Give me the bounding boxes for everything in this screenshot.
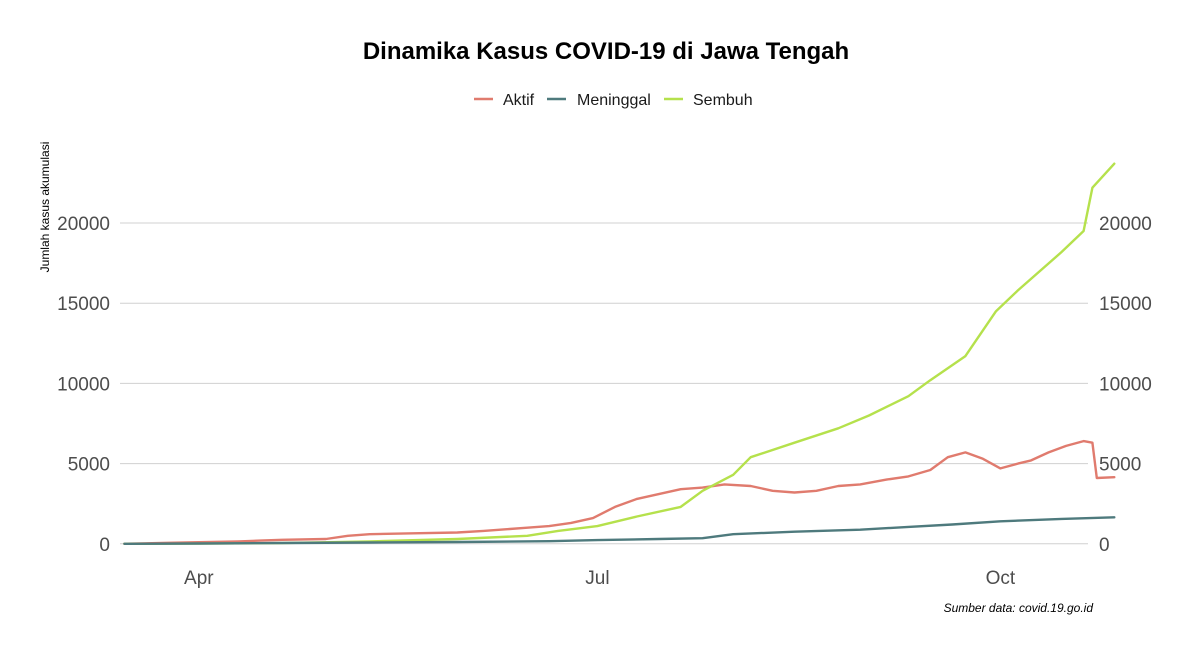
y-tick-label-left: 15000 (57, 294, 110, 315)
legend: Aktif Meninggal Sembuh (474, 92, 753, 109)
x-tick-label: Jul (585, 568, 609, 589)
x-tick-label: Apr (184, 568, 214, 589)
series-lines (123, 162, 1116, 545)
y-tick-label-right: 0 (1099, 535, 1110, 556)
legend-label-aktif: Aktif (503, 92, 535, 109)
series-line-aktif (123, 439, 1116, 545)
legend-label-meninggal: Meninggal (577, 92, 651, 109)
y-axis-label: Jumlah kasus akumulasi (38, 142, 52, 273)
gridlines (120, 222, 1088, 545)
chart-title: Dinamika Kasus COVID-19 di Jawa Tengah (363, 38, 849, 65)
y-tick-label-left: 10000 (57, 374, 110, 395)
y-ticks-left: 0 5000 10000 15000 20000 (57, 214, 110, 556)
x-ticks: Apr Jul Oct (184, 568, 1016, 589)
legend-label-sembuh: Sembuh (693, 92, 753, 109)
y-tick-label-right: 20000 (1099, 214, 1152, 235)
source-caption: Sumber data: covid.19.go.id (944, 601, 1094, 615)
y-tick-label-right: 5000 (1099, 455, 1141, 476)
y-tick-label-right: 15000 (1099, 294, 1152, 315)
y-tick-label-left: 0 (99, 535, 110, 556)
y-tick-label-left: 20000 (57, 214, 110, 235)
series-line-meninggal (123, 516, 1116, 545)
series-line-sembuh (123, 162, 1116, 545)
x-tick-label: Oct (986, 568, 1016, 589)
y-tick-label-left: 5000 (68, 455, 110, 476)
y-tick-label-right: 10000 (1099, 374, 1152, 395)
y-ticks-right: 0 5000 10000 15000 20000 (1099, 214, 1152, 556)
